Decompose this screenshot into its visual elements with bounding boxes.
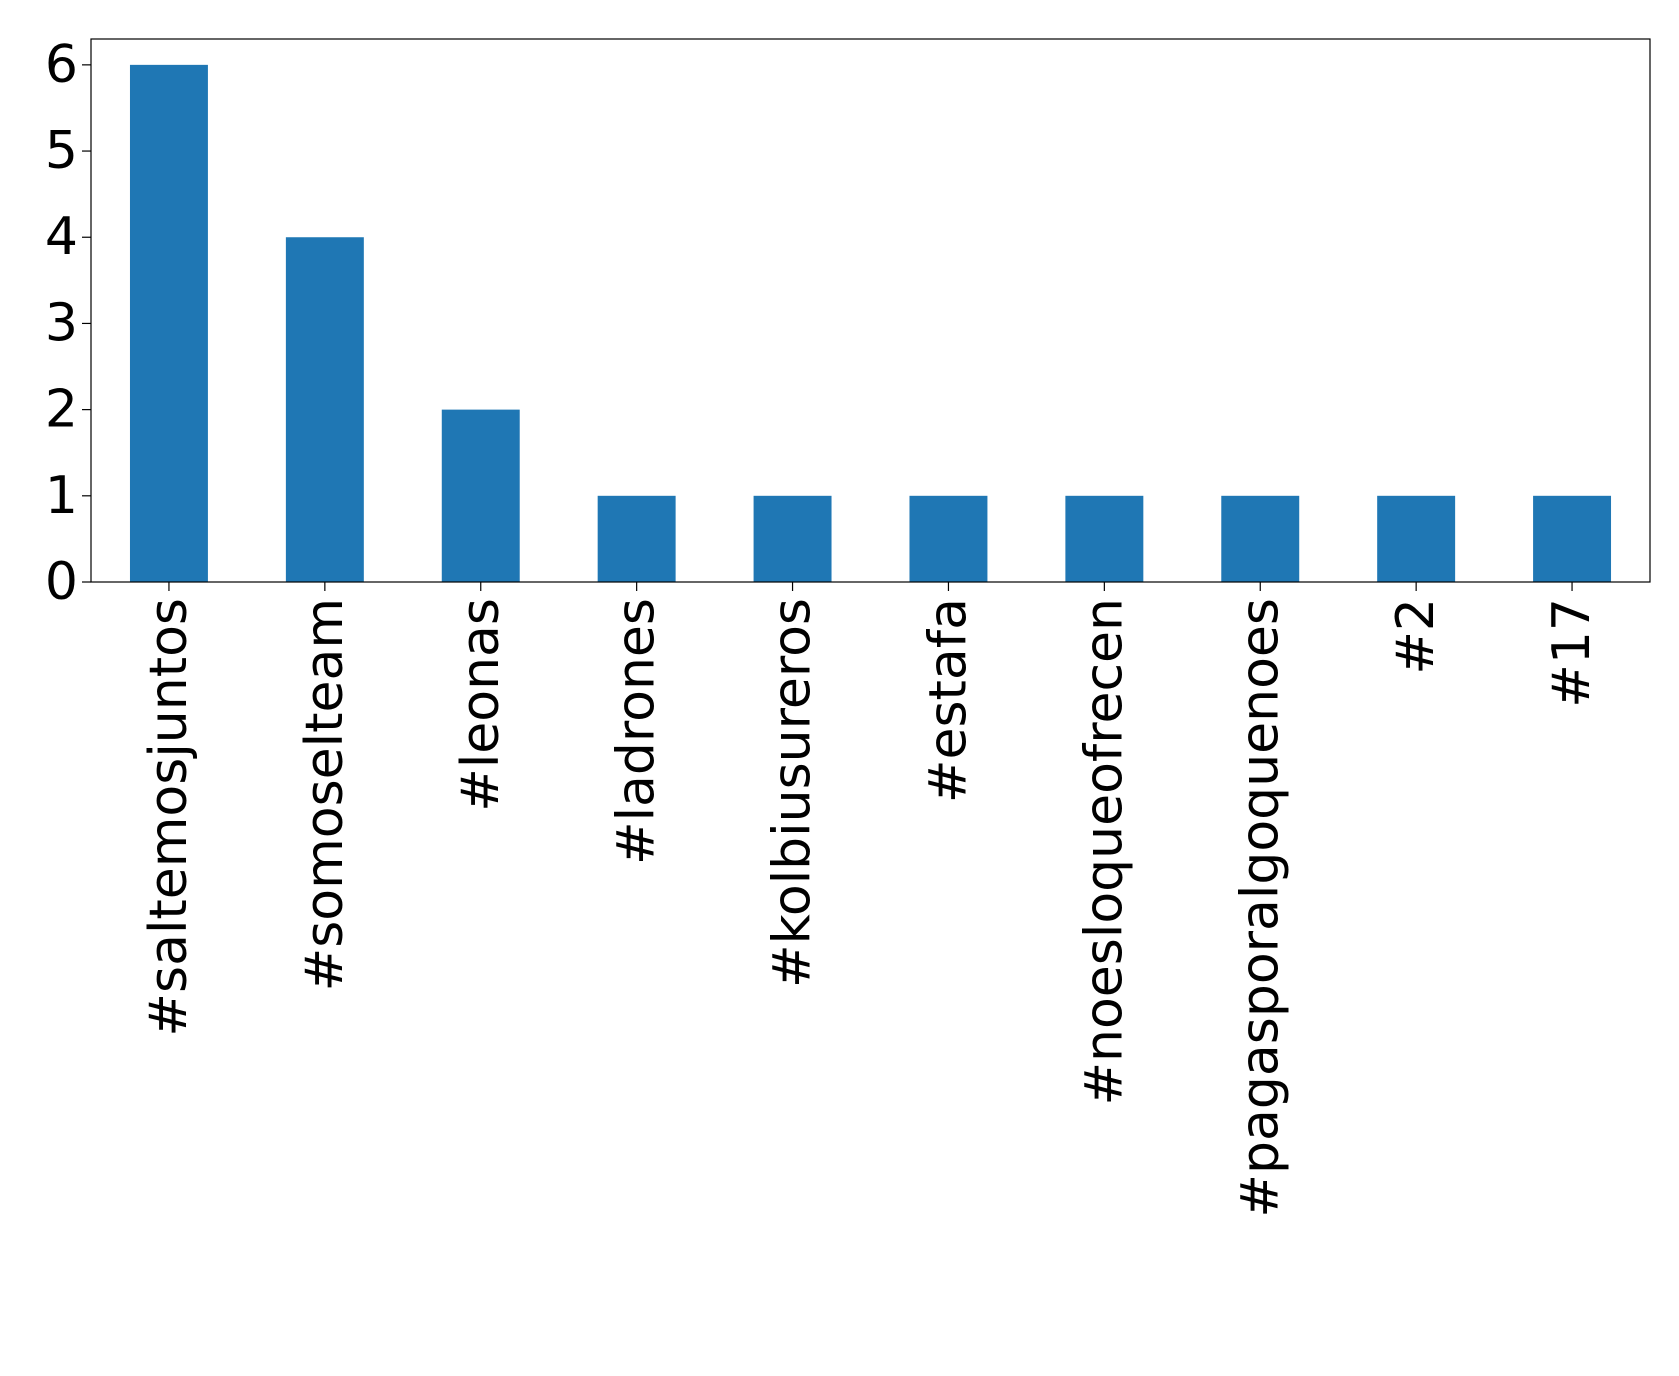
bar-4 [753, 495, 832, 582]
bar-1 [285, 237, 364, 583]
bar-7 [1221, 495, 1300, 582]
y-tick-label-1: 1 [45, 466, 78, 526]
y-tick-label-5: 5 [45, 121, 78, 181]
axes-layer [82, 38, 1651, 591]
x-tick-label-9: #17 [1542, 598, 1602, 708]
bars-layer [129, 64, 1612, 583]
y-tick-label-4: 4 [45, 207, 78, 267]
x-tick-label-3: #ladrones [607, 598, 667, 865]
bar-3 [597, 495, 676, 582]
bar-6 [1065, 495, 1144, 582]
bar-9 [1533, 495, 1612, 582]
plot-frame [90, 38, 1651, 583]
bar-2 [441, 409, 520, 582]
x-tick-label-8: #2 [1386, 598, 1446, 675]
y-tick-label-2: 2 [45, 380, 78, 440]
bar-5 [909, 495, 988, 582]
labels-layer: 0 1 2 3 4 5 6 #saltemosjuntos #somoselteam #leona… [45, 35, 1602, 1218]
x-tick-label-5: #estafa [918, 598, 978, 803]
x-tick-label-7: #pagasporalgoquenoes [1230, 598, 1290, 1218]
bar-8 [1377, 495, 1456, 582]
x-tick-label-0: #saltemosjuntos [139, 598, 199, 1037]
x-tick-label-4: #kolbiusureros [763, 598, 823, 988]
x-tick-label-1: #somoselteam [295, 598, 355, 991]
x-tick-label-6: #noesloqueofrecen [1074, 598, 1134, 1106]
y-tick-label-0: 0 [45, 552, 78, 612]
bar-0 [129, 64, 208, 583]
y-tick-label-6: 6 [45, 35, 78, 95]
x-tick-label-2: #leonas [451, 598, 511, 812]
y-tick-label-3: 3 [45, 293, 78, 353]
